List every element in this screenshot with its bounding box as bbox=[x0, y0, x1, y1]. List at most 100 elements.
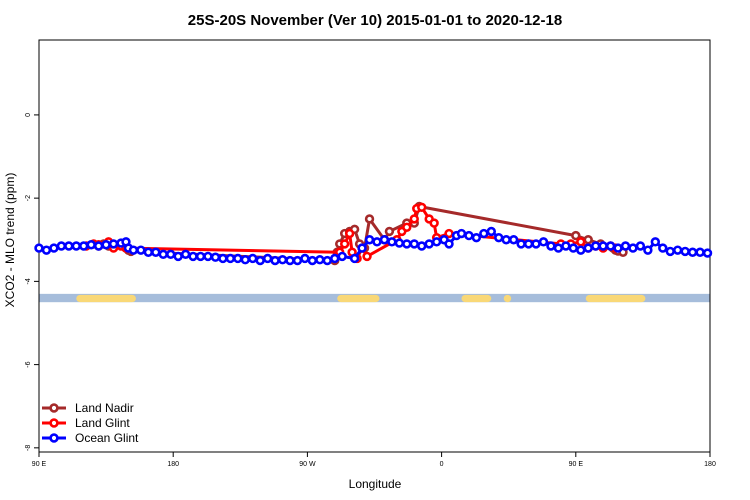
data-point-ocean-glint bbox=[349, 253, 360, 264]
series-ocean-glint bbox=[34, 226, 713, 266]
legend-swatch-marker bbox=[49, 418, 59, 428]
data-point-ocean-glint bbox=[180, 249, 191, 260]
data-point-land-glint bbox=[339, 239, 350, 249]
data-point-ocean-glint bbox=[307, 255, 318, 266]
legend-swatch-marker bbox=[49, 403, 59, 413]
data-point-ocean-glint bbox=[379, 235, 390, 245]
data-point-ocean-glint bbox=[456, 228, 467, 239]
data-point-ocean-glint bbox=[561, 241, 571, 251]
x-tick-label: 90 E bbox=[32, 461, 47, 468]
data-point-land-glint bbox=[409, 214, 419, 224]
land-segment bbox=[503, 294, 512, 303]
data-point-ocean-glint bbox=[330, 253, 340, 264]
data-point-ocean-glint bbox=[431, 237, 442, 247]
data-point-ocean-glint bbox=[128, 245, 139, 255]
data-point-land-nadir bbox=[384, 226, 395, 237]
data-point-ocean-glint bbox=[270, 255, 280, 266]
legend-label: Land Nadir bbox=[75, 401, 134, 415]
data-point-ocean-glint bbox=[71, 241, 81, 251]
data-point-ocean-glint bbox=[523, 239, 534, 249]
data-point-ocean-glint bbox=[136, 245, 146, 255]
data-point-ocean-glint bbox=[277, 255, 288, 265]
y-tick-label: -6 bbox=[25, 361, 32, 367]
data-point-ocean-glint bbox=[337, 251, 347, 262]
data-point-ocean-glint bbox=[195, 251, 206, 262]
data-point-ocean-glint bbox=[628, 243, 638, 253]
x-tick-label: 90 W bbox=[299, 461, 316, 468]
data-point-ocean-glint bbox=[240, 255, 250, 265]
data-point-land-nadir bbox=[364, 214, 375, 224]
data-point-ocean-glint bbox=[79, 241, 89, 251]
data-point-ocean-glint bbox=[501, 235, 511, 245]
data-point-ocean-glint bbox=[233, 253, 243, 264]
data-point-ocean-glint bbox=[285, 255, 295, 266]
data-point-ocean-glint bbox=[680, 246, 690, 257]
data-point-ocean-glint bbox=[613, 243, 623, 253]
data-point-land-glint bbox=[402, 222, 412, 232]
legend-label: Ocean Glint bbox=[75, 431, 139, 445]
legend-label: Land Glint bbox=[75, 416, 130, 430]
data-point-land-glint bbox=[362, 251, 372, 262]
x-tick-label: 90 E bbox=[569, 461, 584, 468]
data-point-ocean-glint bbox=[101, 240, 111, 250]
x-tick-label: 0 bbox=[440, 461, 444, 468]
data-point-ocean-glint bbox=[568, 243, 579, 253]
data-point-ocean-glint bbox=[158, 249, 168, 260]
data-point-ocean-glint bbox=[64, 241, 74, 251]
data-point-ocean-glint bbox=[387, 237, 397, 247]
data-point-ocean-glint bbox=[486, 226, 497, 237]
data-point-ocean-glint bbox=[643, 245, 653, 255]
legend-item-land-glint: Land Glint bbox=[42, 416, 130, 430]
data-point-ocean-glint bbox=[49, 243, 59, 253]
legend-item-ocean-glint: Ocean Glint bbox=[42, 431, 139, 445]
data-point-ocean-glint bbox=[702, 248, 713, 258]
data-point-land-nadir bbox=[583, 235, 593, 245]
data-point-land-nadir bbox=[571, 230, 581, 241]
y-tick-label: -8 bbox=[25, 445, 32, 451]
data-point-ocean-glint bbox=[494, 232, 504, 243]
data-point-ocean-glint bbox=[672, 245, 683, 255]
data-point-ocean-glint bbox=[444, 239, 454, 249]
data-point-ocean-glint bbox=[108, 239, 119, 249]
data-point-ocean-glint bbox=[315, 255, 325, 265]
data-point-land-glint bbox=[344, 228, 355, 239]
data-point-ocean-glint bbox=[262, 253, 273, 264]
data-point-ocean-glint bbox=[650, 237, 661, 247]
data-point-ocean-glint bbox=[322, 255, 332, 266]
data-point-ocean-glint bbox=[166, 249, 176, 260]
data-point-ocean-glint bbox=[357, 243, 367, 253]
data-point-land-glint bbox=[417, 202, 427, 212]
land-segment bbox=[461, 294, 492, 303]
data-point-ocean-glint bbox=[665, 246, 675, 257]
data-point-ocean-glint bbox=[576, 245, 586, 255]
data-point-ocean-glint bbox=[598, 241, 608, 251]
y-tick-label: 0 bbox=[25, 113, 32, 117]
data-point-ocean-glint bbox=[605, 241, 616, 251]
x-tick-label: 180 bbox=[167, 461, 179, 468]
data-point-ocean-glint bbox=[364, 235, 375, 245]
data-point-ocean-glint bbox=[695, 247, 705, 257]
data-point-ocean-glint bbox=[516, 239, 526, 249]
land-segment bbox=[585, 294, 646, 303]
data-point-ocean-glint bbox=[292, 255, 303, 266]
legend-swatch-marker bbox=[49, 433, 59, 443]
data-point-ocean-glint bbox=[255, 255, 265, 266]
data-point-ocean-glint bbox=[34, 243, 44, 253]
chart-title: 25S-20S November (Ver 10) 2015-01-01 to … bbox=[188, 12, 562, 29]
data-point-ocean-glint bbox=[658, 243, 668, 253]
data-point-ocean-glint bbox=[409, 239, 419, 249]
data-point-ocean-glint bbox=[508, 235, 519, 245]
data-point-ocean-glint bbox=[93, 241, 104, 251]
y-tick-label: -4 bbox=[25, 278, 32, 284]
data-point-ocean-glint bbox=[394, 238, 405, 248]
data-point-ocean-glint bbox=[538, 237, 549, 247]
data-point-ocean-glint bbox=[553, 243, 564, 253]
data-point-ocean-glint bbox=[188, 251, 198, 262]
data-point-ocean-glint bbox=[203, 251, 213, 262]
plot-area: 90 E 180 90 W 0 90 E 180 0 -2 -4 -6 -8 bbox=[25, 39, 716, 468]
data-point-ocean-glint bbox=[424, 239, 434, 249]
data-point-ocean-glint bbox=[417, 241, 427, 251]
data-point-ocean-glint bbox=[218, 253, 228, 264]
data-point-ocean-glint bbox=[248, 253, 258, 264]
